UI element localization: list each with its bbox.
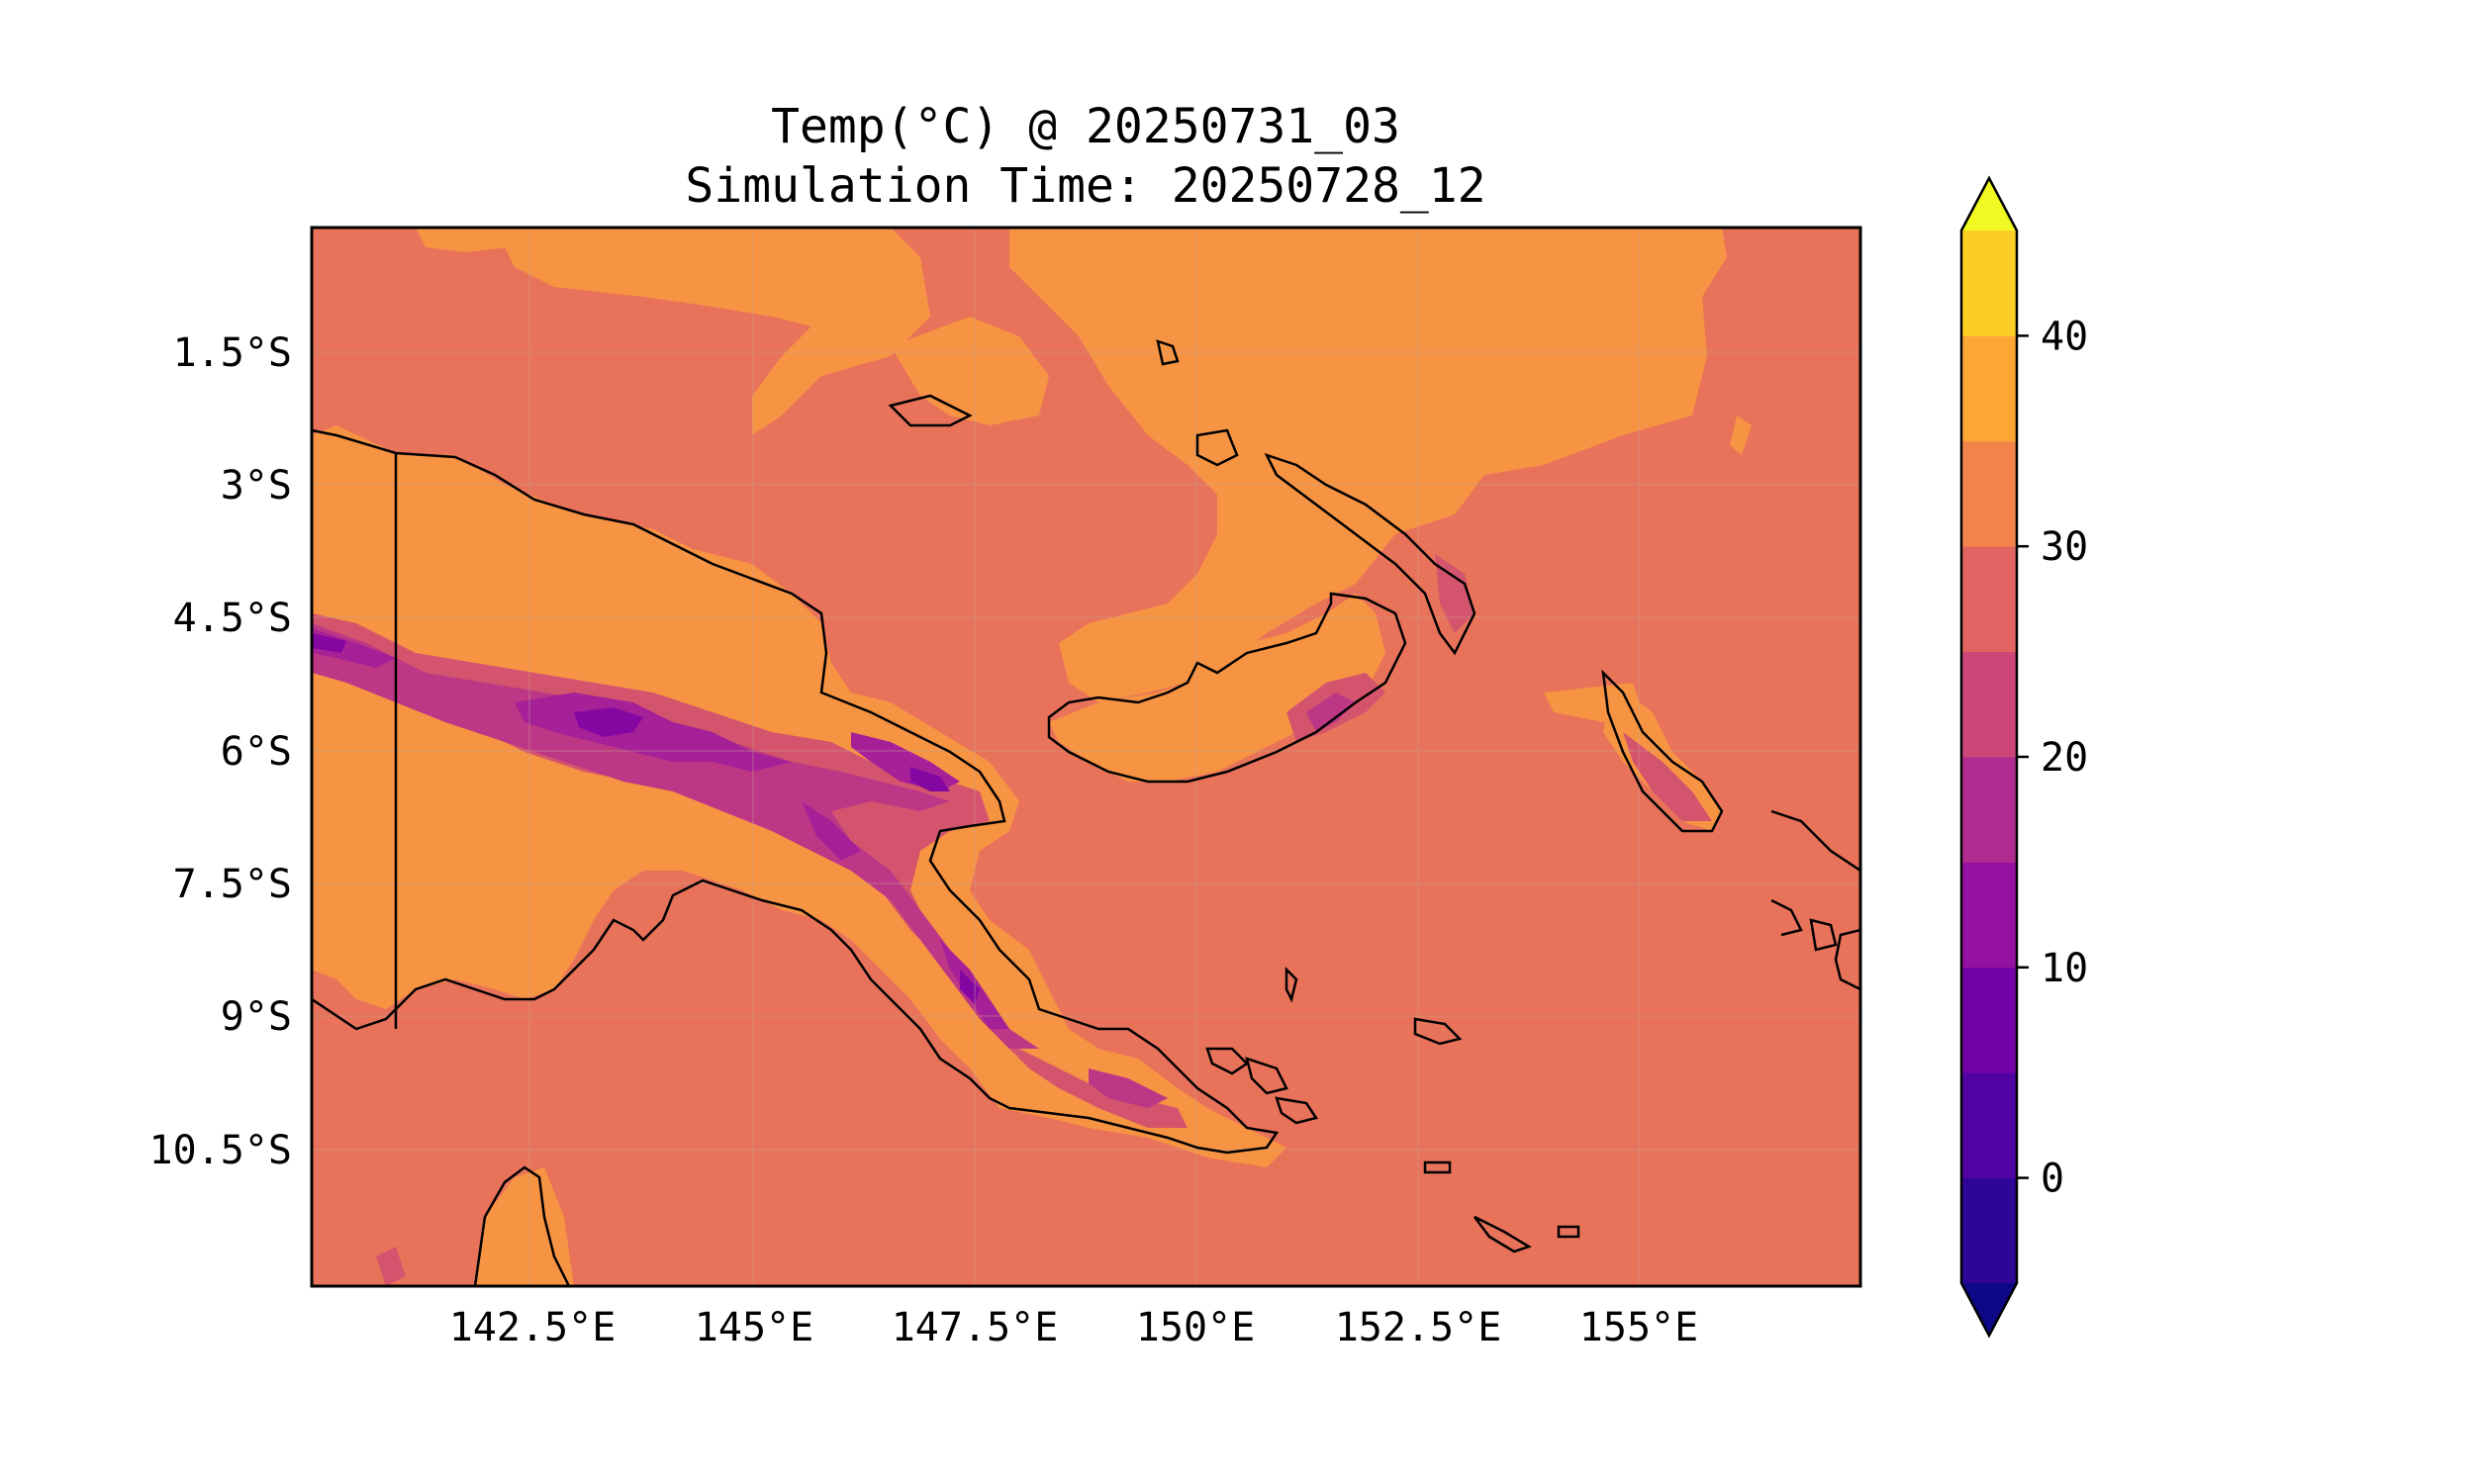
colorbar-band xyxy=(1961,651,2017,758)
y-tick-label: 9°S xyxy=(221,994,292,1040)
x-tick-label: 152.5°E xyxy=(1335,1305,1502,1350)
title-line-1: Temp(°C) @ 20250731_03 xyxy=(771,99,1400,154)
x-tick-label: 147.5°E xyxy=(892,1305,1059,1350)
gridlines xyxy=(312,228,1860,1286)
y-tick-label: 6°S xyxy=(221,729,292,775)
colorbar-band xyxy=(1961,546,2017,653)
colorbar-band xyxy=(1961,1072,2017,1179)
map-frame xyxy=(310,226,1862,1288)
y-axis-ticks: 1.5°S 3°S 4.5°S 6°S 7.5°S 9°S 10.5°S xyxy=(149,330,293,1173)
x-axis-ticks: 142.5°E 145°E 147.5°E 150°E 152.5°E 155°… xyxy=(449,1305,1699,1350)
map-panel xyxy=(312,228,1860,1286)
colorbar-band xyxy=(1961,440,2017,547)
colorbar-band xyxy=(1961,862,2017,969)
coastlines xyxy=(312,339,1860,1286)
y-tick-label: 3°S xyxy=(221,463,292,509)
colorbar-bands xyxy=(1961,231,2017,1284)
colorbar-over-extend xyxy=(1961,178,2017,231)
x-tick-label: 145°E xyxy=(695,1305,813,1350)
y-tick-label: 7.5°S xyxy=(173,862,292,907)
x-tick-label: 142.5°E xyxy=(449,1305,617,1350)
x-tick-label: 150°E xyxy=(1136,1305,1255,1350)
land-band-15-20 xyxy=(312,623,1356,1108)
colorbar-band xyxy=(1961,1177,2017,1284)
y-tick-label: 1.5°S xyxy=(173,330,292,376)
x-tick-label: 155°E xyxy=(1579,1305,1698,1350)
colorbar-tick-label: 30 xyxy=(2041,524,2088,570)
colorbar-band xyxy=(1961,757,2017,863)
colorbar-tick-label: 40 xyxy=(2041,314,2088,359)
colorbar-tick-label: 10 xyxy=(2041,946,2088,991)
colorbar-under-extend xyxy=(1961,1283,2017,1336)
warm-field-ocean xyxy=(416,228,1752,722)
colorbar-ticks: 0 10 20 30 40 xyxy=(2017,314,2088,1202)
colorbar-tick-label: 20 xyxy=(2041,735,2088,781)
colorbar-tick-label: 0 xyxy=(2041,1157,2064,1202)
colorbar-band xyxy=(1961,335,2017,442)
colorbar-outline xyxy=(1959,175,2019,1339)
colorbar-band xyxy=(1961,967,2017,1073)
y-tick-label: 4.5°S xyxy=(173,596,292,641)
colorbar: 0 10 20 30 40 xyxy=(1959,175,2088,1339)
colorbar-band xyxy=(1961,231,2017,336)
title-line-2: Simulation Time: 20250728_12 xyxy=(685,158,1485,214)
y-tick-label: 10.5°S xyxy=(149,1128,293,1173)
